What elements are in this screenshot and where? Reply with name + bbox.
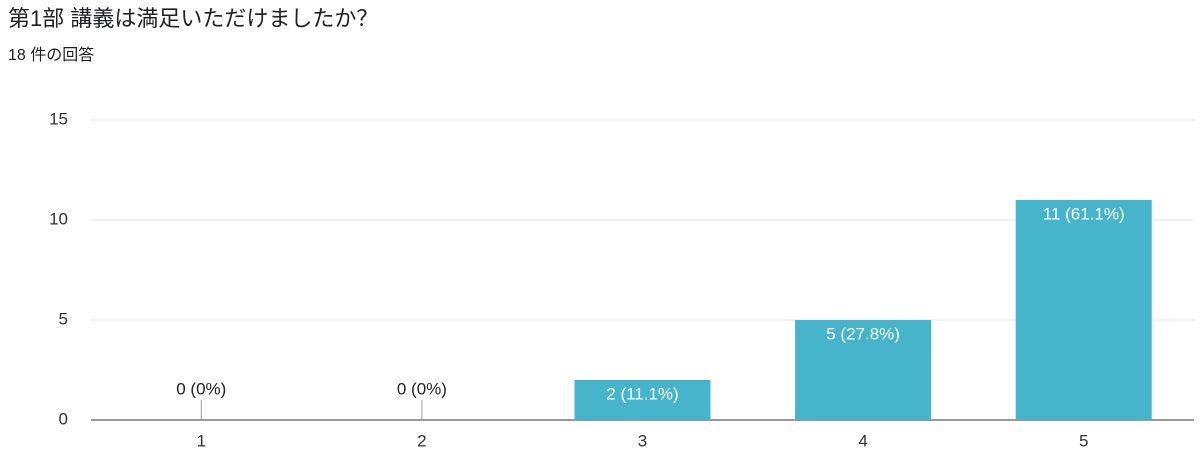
chart-subtitle: 18 件の回答 xyxy=(8,46,94,64)
y-tick-label: 0 xyxy=(59,409,68,428)
x-tick-label: 2 xyxy=(417,431,426,450)
x-tick-label: 1 xyxy=(197,431,206,450)
x-tick-label: 4 xyxy=(858,431,867,450)
y-tick-label: 15 xyxy=(49,109,68,128)
x-tick-label: 5 xyxy=(1079,431,1088,450)
y-tick-label: 5 xyxy=(59,309,68,328)
chart-title: 第1部 講義は満足いただけましたか？ xyxy=(8,6,378,31)
value-label: 5 (27.8%) xyxy=(826,324,900,343)
bar xyxy=(574,380,711,420)
value-label: 0 (0%) xyxy=(397,379,447,398)
value-label: 2 (11.1%) xyxy=(606,384,678,403)
bar xyxy=(1015,200,1152,420)
value-label: 0 (0%) xyxy=(176,379,226,398)
x-tick-label: 3 xyxy=(638,431,647,450)
bar xyxy=(795,320,932,420)
value-label: 11 (61.1%) xyxy=(1043,204,1125,223)
y-tick-label: 10 xyxy=(49,209,68,228)
